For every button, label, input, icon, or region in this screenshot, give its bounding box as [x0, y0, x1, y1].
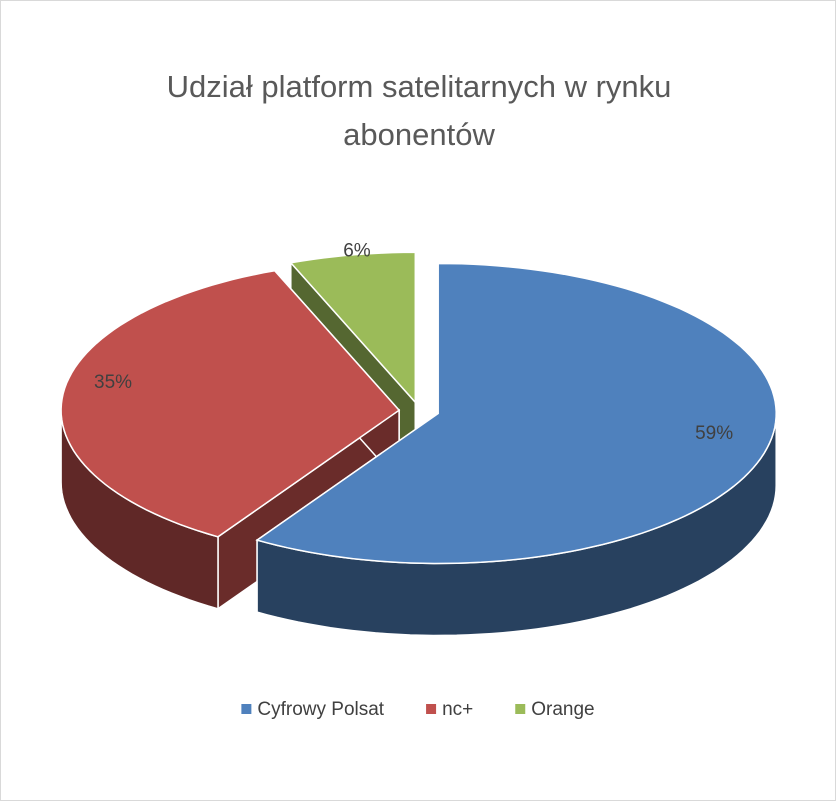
legend-label: Orange [531, 699, 594, 720]
slice [255, 262, 777, 565]
slice [289, 251, 417, 405]
legend-swatch [515, 704, 526, 714]
data-label: 59% [695, 423, 733, 444]
data-label: 35% [94, 372, 132, 393]
legend-swatch [426, 704, 437, 714]
legend-label: Cyfrowy Polsat [257, 699, 384, 720]
data-label: 6% [343, 241, 371, 262]
slice [60, 269, 401, 538]
legend-swatch [241, 704, 252, 714]
chart-title: Udział platform satelitarnych w rynku ab… [166, 69, 672, 152]
legend-label: nc+ [442, 699, 473, 720]
